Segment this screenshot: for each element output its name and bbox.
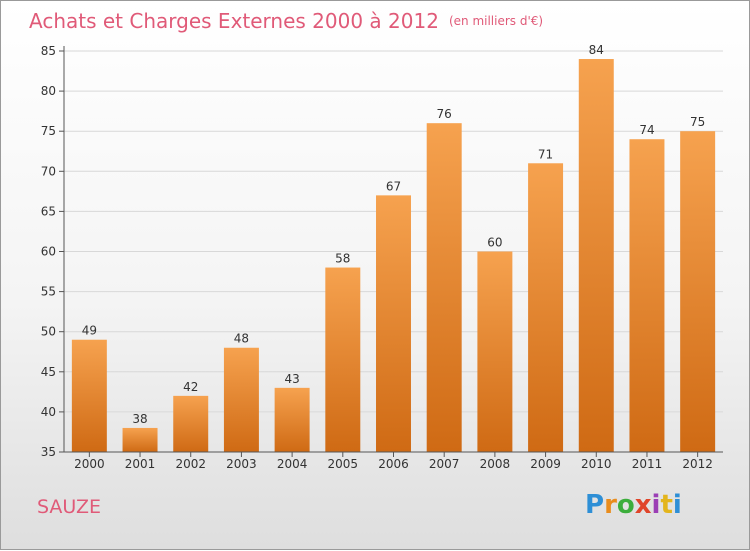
value-label-2009: 71	[538, 147, 553, 161]
y-tick-label: 85	[41, 44, 56, 58]
x-tick-label-2000: 2000	[74, 457, 105, 471]
x-tick-label-2002: 2002	[175, 457, 206, 471]
y-tick-label: 70	[41, 164, 56, 178]
value-label-2008: 60	[487, 236, 502, 250]
chart-title: Achats et Charges Externes 2000 à 2012 (e…	[29, 9, 543, 33]
value-label-2010: 84	[589, 43, 604, 57]
brand-letter: r	[604, 490, 617, 520]
y-tick-label: 60	[41, 245, 56, 259]
brand-logo: Proxiti	[585, 490, 682, 520]
bar-2002	[173, 395, 209, 452]
x-tick-label-2001: 2001	[125, 457, 156, 471]
y-tick-label: 65	[41, 204, 56, 218]
x-tick-label-2007: 2007	[429, 457, 460, 471]
bar-2010	[578, 59, 614, 453]
value-label-2004: 43	[284, 372, 299, 386]
y-tick-label: 35	[41, 445, 56, 459]
bar-2007	[426, 123, 462, 453]
x-tick-label-2009: 2009	[530, 457, 561, 471]
x-tick-label-2012: 2012	[682, 457, 713, 471]
value-label-2003: 48	[234, 332, 249, 346]
value-label-2011: 74	[639, 123, 654, 137]
commune-name: SAUZE	[37, 496, 102, 518]
value-label-2001: 38	[132, 412, 147, 426]
x-tick-label-2006: 2006	[378, 457, 409, 471]
x-tick-label-2004: 2004	[277, 457, 308, 471]
y-tick-label: 40	[41, 405, 56, 419]
value-label-2006: 67	[386, 179, 401, 193]
y-tick-label: 50	[41, 325, 56, 339]
brand-letter: P	[585, 490, 605, 520]
x-tick-label-2003: 2003	[226, 457, 257, 471]
value-label-2000: 49	[82, 324, 97, 338]
x-tick-label-2011: 2011	[632, 457, 663, 471]
bar-2000	[71, 339, 107, 452]
bar-2001	[122, 427, 158, 452]
bar-2012	[680, 131, 716, 452]
bar-2008	[477, 251, 513, 452]
chart-title-text: Achats et Charges Externes 2000 à 2012	[29, 9, 439, 33]
x-tick-label-2008: 2008	[480, 457, 511, 471]
brand-letter: o	[616, 490, 635, 520]
y-tick-label: 45	[41, 365, 56, 379]
brand-letter: t	[660, 490, 673, 520]
brand-letter: x	[634, 490, 652, 520]
bar-2003	[223, 347, 259, 452]
brand-letter: i	[672, 490, 682, 520]
bar-2011	[629, 139, 665, 452]
bar-2009	[528, 163, 564, 452]
value-label-2012: 75	[690, 115, 705, 129]
brand-letter: i	[651, 490, 661, 520]
y-tick-label: 80	[41, 84, 56, 98]
value-label-2007: 76	[437, 107, 452, 121]
y-tick-label: 55	[41, 285, 56, 299]
bar-2006	[376, 195, 411, 453]
value-label-2002: 42	[183, 380, 198, 394]
x-tick-label-2010: 2010	[581, 457, 612, 471]
value-label-2005: 58	[335, 252, 350, 266]
bar-2005	[325, 267, 361, 452]
y-tick-label: 75	[41, 124, 56, 138]
x-tick-label-2005: 2005	[328, 457, 359, 471]
chart-title-unit: (en milliers d'€)	[448, 14, 544, 28]
bar-2004	[274, 387, 310, 452]
